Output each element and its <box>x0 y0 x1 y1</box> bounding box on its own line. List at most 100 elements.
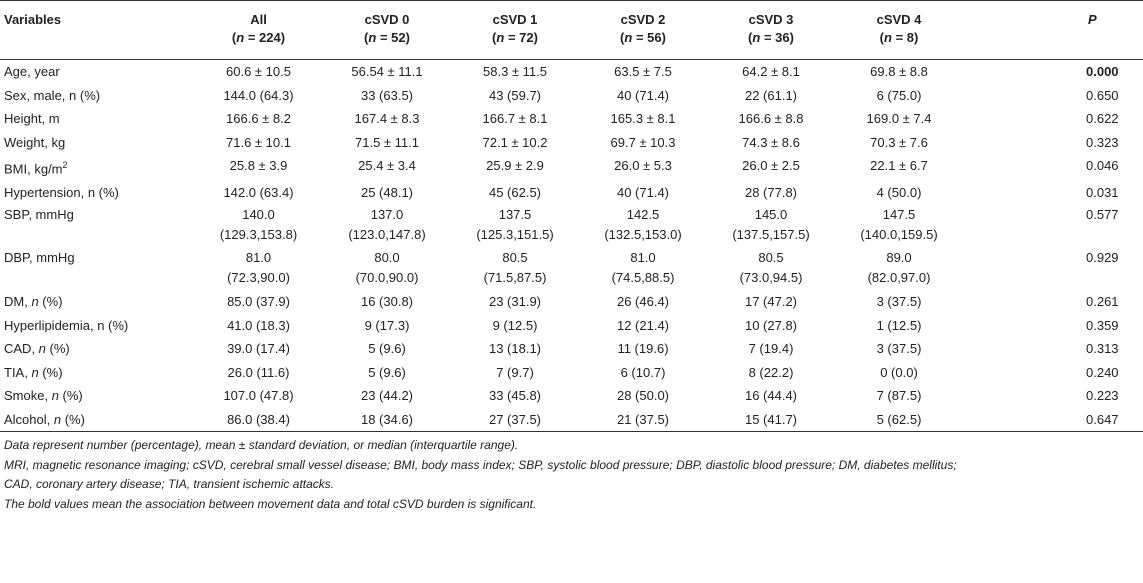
cell-csvd0: 25 (48.1) <box>360 184 414 200</box>
table-row: BMI, kg/m2 25.8 ± 3.9 25.4 ± 3.4 25.9 ± 2.9… <box>0 154 1143 181</box>
cell-csvd1: 13 (18.1) <box>488 341 542 357</box>
row-label: Age, year <box>4 64 60 79</box>
cell-csvd1: 72.1 ± 10.2 <box>482 134 548 150</box>
cell-csvd1: 33 (45.8) <box>488 388 542 404</box>
cell-csvd3: 64.2 ± 8.1 <box>742 64 800 79</box>
footnote-line: MRI, magnetic resonance imaging; cSVD, c… <box>4 457 957 472</box>
cell-csvd4: 3 (37.5) <box>876 341 922 357</box>
cell-csvd4: 89.0 (82.0,97.0) <box>867 250 931 286</box>
cell-csvd3: 22 (61.1) <box>744 87 798 103</box>
cell-all: 71.6 ± 10.1 <box>226 134 291 150</box>
cell-p-value: 0.261 <box>1086 294 1119 310</box>
cell-csvd4: 5 (62.5) <box>835 407 963 433</box>
row-label: DM, n (%) <box>4 294 63 310</box>
table-body: Age, year 60.6 ± 10.5 56.54 ± 11.1 58.3 ± 1… <box>0 60 1143 433</box>
table-header: Variables All cSVD 0 cSVD 1 cSVD 2 cSVD … <box>0 0 1143 60</box>
table-row: Smoke, n (%) 107.0 (47.8) 23 (44.2) 33 (45.… <box>0 384 1143 408</box>
table-row: Age, year 60.6 ± 10.5 56.54 ± 11.1 58.3 ± 1… <box>0 60 1143 84</box>
cell-all: 144.0 (64.3) <box>223 87 294 103</box>
cell-csvd0: 18 (34.6) <box>323 407 451 433</box>
cell-csvd1: 23 (31.9) <box>488 294 542 310</box>
header-n-csvd3: (n = 36) <box>748 30 794 45</box>
cell-csvd3: 17 (47.2) <box>744 294 798 310</box>
table-row: Height, m 166.6 ± 8.2 167.4 ± 8.3 166.7 ± 8… <box>0 107 1143 131</box>
cell-all: 142.0 (63.4) <box>223 184 294 200</box>
header-n-csvd2: (n = 56) <box>620 30 666 45</box>
table-row: TIA, n (%) 26.0 (11.6) 5 (9.6) 7 (9.7) 6 (10… <box>0 361 1143 385</box>
row-label: BMI, kg/m2 <box>4 160 68 177</box>
header-group-csvd1: cSVD 1 <box>451 0 579 29</box>
cell-csvd4: 70.3 ± 7.6 <box>870 134 928 150</box>
row-label: DBP, mmHg <box>4 250 75 266</box>
cell-csvd2: 28 (50.0) <box>616 388 670 404</box>
cell-csvd2: 142.5 (132.5,153.0) <box>604 207 682 243</box>
cell-csvd1: 7 (9.7) <box>496 364 534 380</box>
cell-p-value: 0.577 <box>1086 207 1119 223</box>
table-row: DM, n (%) 85.0 (37.9) 16 (30.8) 23 (31.9) 26… <box>0 290 1143 314</box>
cell-p-value: 0.031 <box>1086 184 1119 200</box>
cell-csvd2: 40 (71.4) <box>616 184 670 200</box>
row-label: Sex, male, n (%) <box>4 87 101 103</box>
cell-all: 86.0 (38.4) <box>194 407 323 433</box>
cell-csvd0: 5 (9.6) <box>368 341 406 357</box>
cell-csvd0: 16 (30.8) <box>360 294 414 310</box>
cell-csvd3: 80.5 (73.0,94.5) <box>739 250 803 286</box>
cell-csvd2: 12 (21.4) <box>616 317 670 333</box>
table-row: CAD, n (%) 39.0 (17.4) 5 (9.6) 13 (18.1) 11 … <box>0 337 1143 361</box>
table-row: Hypertension, n (%) 142.0 (63.4) 25 (48.1)… <box>0 181 1143 205</box>
row-label: CAD, n (%) <box>4 341 70 357</box>
header-n-all: (n = 224) <box>231 30 286 45</box>
header-n-csvd4: (n = 8) <box>879 30 919 45</box>
cell-p-value: 0.359 <box>1086 317 1119 333</box>
cell-p-value: 0.313 <box>1086 341 1119 357</box>
row-label: TIA, n (%) <box>4 364 63 380</box>
table-row: Sex, male, n (%) 144.0 (64.3) 33 (63.5) 43 … <box>0 84 1143 108</box>
header-variables: Variables <box>0 0 194 29</box>
header-n-csvd0: (n = 52) <box>364 30 410 45</box>
cell-all: 166.6 ± 8.2 <box>226 111 291 126</box>
cell-p-value: 0.240 <box>1086 364 1119 380</box>
row-label: Hypertension, n (%) <box>4 184 119 200</box>
cell-csvd3: 10 (27.8) <box>744 317 798 333</box>
cell-csvd4: 22.1 ± 6.7 <box>870 158 928 173</box>
cell-csvd4: 7 (87.5) <box>876 388 922 404</box>
table-row: Hyperlipidemia, n (%) 41.0 (18.3) 9 (17.3)… <box>0 314 1143 338</box>
cell-p-value: 0.000 <box>1086 64 1119 79</box>
cell-csvd0: 80.0 (70.0,90.0) <box>355 250 419 286</box>
row-label: Weight, kg <box>4 134 66 150</box>
cell-csvd4: 3 (37.5) <box>876 294 922 310</box>
cell-p-value: 0.046 <box>1086 158 1119 173</box>
header-group-csvd0: cSVD 0 <box>323 0 451 29</box>
table-row: DBP, mmHg 81.0 (72.3,90.0) 80.0 (70.0,90.0) 8… <box>0 247 1143 290</box>
row-label: Height, m <box>4 111 60 126</box>
cell-csvd0: 33 (63.5) <box>360 87 414 103</box>
table-row: Alcohol, n (%) 86.0 (38.4) 18 (34.6) 27 (37… <box>0 407 1143 433</box>
cell-p-value: 0.929 <box>1086 250 1119 266</box>
cell-csvd4: 69.8 ± 8.8 <box>870 64 928 79</box>
baseline-characteristics-table: Variables All cSVD 0 cSVD 1 cSVD 2 cSVD … <box>0 0 1143 433</box>
row-label: Alcohol, n (%) <box>0 407 194 433</box>
cell-csvd3: 16 (44.4) <box>744 388 798 404</box>
cell-csvd0: 167.4 ± 8.3 <box>354 111 420 126</box>
cell-all: 26.0 (11.6) <box>227 364 290 380</box>
cell-csvd1: 166.7 ± 8.1 <box>482 111 548 126</box>
header-p: P <box>963 0 1143 29</box>
cell-csvd3: 74.3 ± 8.6 <box>742 134 800 150</box>
cell-csvd2: 26 (46.4) <box>616 294 670 310</box>
header-n-csvd1: (n = 72) <box>492 30 538 45</box>
header-group-csvd2: cSVD 2 <box>579 0 707 29</box>
cell-csvd4: 1 (12.5) <box>876 317 922 333</box>
cell-csvd0: 9 (17.3) <box>364 317 410 333</box>
cell-csvd2: 6 (10.7) <box>620 364 666 380</box>
row-label: Hyperlipidemia, n (%) <box>4 317 129 333</box>
cell-all: 140.0 (129.3,153.8) <box>219 207 298 243</box>
cell-csvd4: 0 (0.0) <box>880 364 918 380</box>
cell-csvd0: 137.0 (123.0,147.8) <box>348 207 426 243</box>
cell-csvd3: 8 (22.2) <box>748 364 794 380</box>
cell-csvd0: 23 (44.2) <box>360 388 414 404</box>
cell-all: 60.6 ± 10.5 <box>226 64 291 79</box>
cell-all: 39.0 (17.4) <box>227 341 290 357</box>
footnote-line: The bold values mean the association bet… <box>4 496 537 511</box>
cell-csvd2: 165.3 ± 8.1 <box>610 111 676 126</box>
